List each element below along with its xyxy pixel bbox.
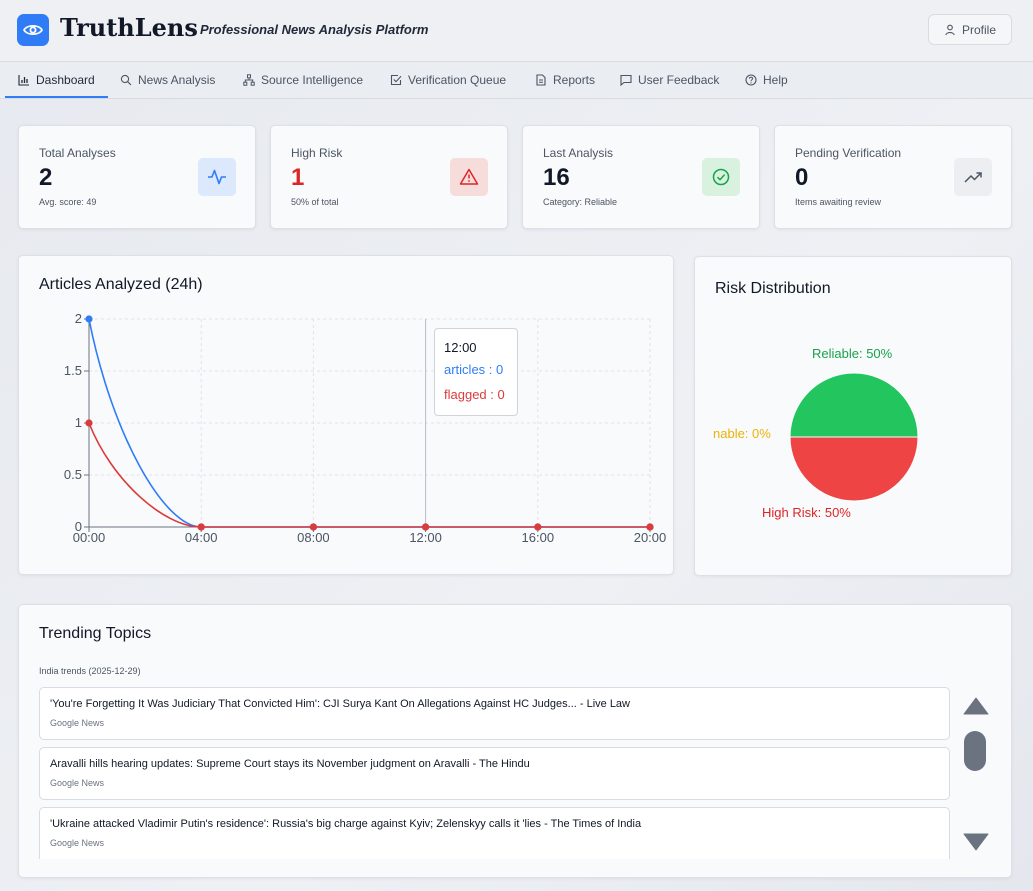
bar-chart-icon [18,75,29,86]
stat-value: 16 [543,164,570,191]
topic-title: 'You're Forgetting It Was Judiciary That… [50,698,630,710]
app-header: TruthLens - Professional News Analysis P… [0,0,1033,62]
profile-label: Profile [961,22,996,37]
stat-card-total-analyses: Total Analyses 2 Avg. score: 49 [18,125,256,229]
tab-help[interactable]: Help [745,62,788,98]
stat-label: Pending Verification [795,146,902,160]
profile-button[interactable]: Profile [928,14,1012,45]
eye-logo-icon [17,14,49,46]
risk-distribution-card: Risk Distribution Reliable: 50% nable: 0… [694,256,1012,576]
trending-title: Trending Topics [39,625,152,642]
trending-subtitle: India trends (2025-12-29) [39,666,141,676]
chart-tooltip: 12:00 articles : 0 flagged : 0 [434,328,518,416]
scrollbar-thumb[interactable] [964,731,986,771]
active-tab-indicator [5,96,108,98]
stat-card-pending-verification: Pending Verification 0 Items awaiting re… [774,125,1012,229]
stat-label: Last Analysis [543,146,614,160]
topic-item[interactable]: 'Ukraine attacked Vladimir Putin's resid… [39,807,950,859]
topic-title: Aravalli hills hearing updates: Supreme … [50,758,530,770]
user-icon [945,24,955,35]
articles-chart-card: Articles Analyzed (24h) [18,255,674,575]
series-line-flagged [88,422,650,528]
tooltip-time: 12:00 [444,340,477,355]
pie-label-high-risk: High Risk: 50% [762,505,851,520]
message-square-icon [620,74,632,86]
y-tick-label: 1.5 [64,363,82,378]
tab-verification-queue[interactable]: Verification Queue [390,62,506,98]
stat-value: 2 [39,164,53,191]
point-flagged-0 [85,419,93,427]
trending-topics-card: Trending Topics India trends (2025-12-29… [18,604,1012,878]
stat-value: 1 [291,164,305,191]
point-flagged-1 [197,523,205,531]
x-tick-label: 20:00 [634,530,667,545]
scroll-up-arrow[interactable] [963,697,989,715]
stat-sub: Avg. score: 49 [39,197,97,207]
stat-sub: Category: Reliable [543,197,618,207]
point-flagged-5 [646,523,654,531]
stat-card-last-analysis: Last Analysis 16 Category: Reliable [522,125,760,229]
topic-item[interactable]: Aravalli hills hearing updates: Supreme … [39,747,950,800]
chart-title: Risk Distribution [715,280,831,297]
activity-icon [198,158,236,196]
pie-slice-reliable [789,372,919,438]
stat-label: Total Analyses [39,146,116,160]
stat-value: 0 [795,164,809,191]
scroll-down-arrow[interactable] [963,833,989,851]
topic-item[interactable]: 'You're Forgetting It Was Judiciary That… [39,687,950,740]
file-text-icon [536,74,546,86]
pie-slice-high-risk [789,436,919,502]
chart-title: Articles Analyzed (24h) [39,276,203,293]
tooltip-articles: articles : 0 [444,362,504,377]
network-icon [243,74,255,86]
y-tick-label: 2 [75,311,82,326]
tab-user-feedback[interactable]: User Feedback [620,62,719,98]
stat-sub: 50% of total [291,197,339,207]
main-nav: Dashboard News Analysis Source Intellige… [0,62,1033,99]
check-square-icon [390,74,402,86]
y-tick-label: 1 [75,415,82,430]
alert-triangle-icon [450,158,488,196]
stat-label: High Risk [291,146,343,160]
stat-sub: Items awaiting review [795,197,882,207]
x-tick-label: 16:00 [522,530,555,545]
stat-card-high-risk: High Risk 1 50% of total [270,125,508,229]
point-flagged-3 [422,523,430,531]
tooltip-flagged: flagged : 0 [444,387,505,402]
brand-tagline: - Professional News Analysis Platform [192,22,429,37]
topic-title: 'Ukraine attacked Vladimir Putin's resid… [50,818,642,830]
x-tick-label: 12:00 [409,530,442,545]
point-flagged-4 [534,523,542,531]
pie-label-questionable: nable: 0% [713,426,771,441]
x-tick-label: 04:00 [185,530,218,545]
tab-dashboard[interactable]: Dashboard [18,62,95,98]
point-articles-0 [85,315,93,323]
risk-pie-chart [789,372,919,502]
x-tick-label: 00:00 [73,530,106,545]
pie-label-reliable: Reliable: 50% [812,346,893,361]
y-tick-label: 0 [75,519,82,534]
search-icon [120,74,132,86]
brand-name: TruthLens [60,13,198,42]
help-circle-icon [745,74,757,86]
trending-up-icon [954,158,992,196]
topic-source: Google News [50,778,105,788]
y-tick-label: 0.5 [64,467,82,482]
tab-source-intelligence[interactable]: Source Intelligence [243,62,363,98]
x-tick-label: 08:00 [297,530,330,545]
tab-reports[interactable]: Reports [535,62,595,98]
topic-source: Google News [50,838,105,848]
check-circle-icon [702,158,740,196]
tab-news-analysis[interactable]: News Analysis [120,62,215,98]
topic-source: Google News [50,718,105,728]
point-flagged-2 [309,523,317,531]
